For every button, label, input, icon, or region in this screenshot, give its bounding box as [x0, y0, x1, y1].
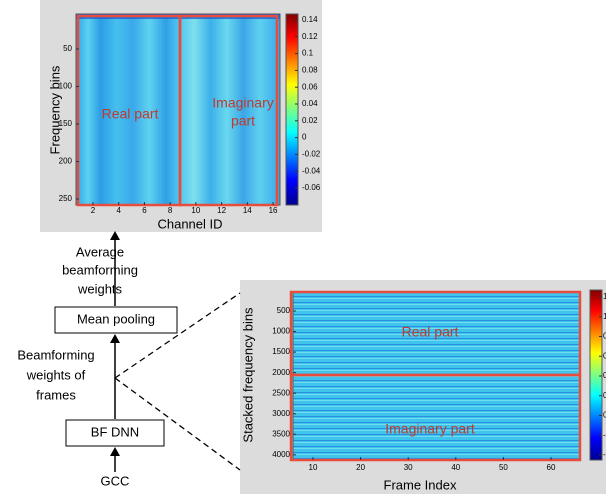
tick-label: 100 [59, 82, 73, 91]
pool-box [54, 306, 178, 334]
tick-label: 200 [59, 157, 73, 166]
tick-label: 0.08 [302, 66, 318, 75]
tick-label: 6 [142, 206, 147, 215]
tick-label: 60 [547, 463, 556, 472]
tick-label: 10 [191, 206, 200, 215]
arrowhead [110, 334, 120, 343]
heatmap [75, 13, 281, 206]
dnn-box [65, 419, 165, 447]
imag-box [178, 14, 279, 207]
tick-label: 4000 [272, 450, 290, 459]
dashed-link [114, 292, 241, 379]
colorbar [589, 289, 603, 461]
tick-label: 3500 [272, 429, 290, 438]
tick-label: 0.8 [603, 332, 606, 341]
tick-label: 1000 [272, 327, 290, 336]
tick-label: -0.2 [603, 430, 606, 439]
imag-label: Imaginary part [385, 421, 475, 437]
tick-label: 0.04 [302, 99, 318, 108]
tick-label: 30 [404, 463, 413, 472]
tick-label: 12 [217, 206, 226, 215]
output-label: Average [76, 244, 124, 259]
x-label: Channel ID [157, 216, 222, 231]
arrowhead [110, 231, 120, 240]
tick-label: 500 [277, 306, 291, 315]
real-label: Real part [402, 324, 459, 340]
tick-label: -0.02 [302, 150, 321, 159]
tick-label: 50 [63, 44, 72, 53]
dashed-link [114, 377, 241, 471]
tick-label: 0 [603, 411, 606, 420]
tick-label: 2500 [272, 388, 290, 397]
tick-label: 0.12 [302, 32, 318, 41]
tick-label: 14 [243, 206, 252, 215]
tick-label: 3000 [272, 409, 290, 418]
tick-label: 20 [356, 463, 365, 472]
tick-label: 150 [59, 119, 73, 128]
tick-label: 0.2 [603, 391, 606, 400]
tick-label: 4 [116, 206, 121, 215]
colorbar [285, 13, 299, 206]
tick-label: -0.04 [302, 166, 321, 175]
frames-label: weights of [26, 367, 86, 382]
real-label: Real part [102, 106, 159, 122]
tick-label: -0.06 [302, 183, 321, 192]
imag-label: Imaginary [212, 95, 273, 111]
tick-label: 1.2 [603, 292, 606, 301]
tick-label: 0.6 [603, 351, 606, 360]
tick-label: 0.1 [302, 49, 314, 58]
y-label: Stacked frequency bins [240, 307, 255, 443]
frames-label: frames [36, 387, 76, 402]
output-label: weights [77, 281, 123, 296]
arrowhead [110, 447, 120, 456]
y-label: Frequency bins [47, 65, 62, 154]
tick-label: 1 [603, 312, 606, 321]
tick-label: 0.06 [302, 82, 318, 91]
tick-label: -0.4 [603, 450, 606, 459]
tick-label: 8 [168, 206, 173, 215]
imag-box [289, 373, 582, 462]
tick-label: 50 [499, 463, 508, 472]
tick-label: 10 [309, 463, 318, 472]
tick-label: 2 [91, 206, 96, 215]
frames-label: Beamforming [17, 347, 94, 362]
input-label: GCC [101, 473, 130, 488]
dnn-label: BF DNN [91, 424, 139, 439]
tick-label: 16 [269, 206, 278, 215]
tick-label: 0.14 [302, 15, 318, 24]
tick-label: 0.4 [603, 371, 606, 380]
tick-label: 250 [59, 194, 73, 203]
tick-label: 1500 [272, 347, 290, 356]
tick-label: 2000 [272, 368, 290, 377]
output-label: beamforming [62, 262, 138, 277]
x-label: Frame Index [384, 477, 457, 492]
tick-label: 0 [302, 133, 307, 142]
tick-label: 0.02 [302, 116, 318, 125]
pool-label: Mean pooling [77, 311, 155, 326]
imag-label: part [231, 113, 255, 129]
tick-label: 40 [451, 463, 460, 472]
